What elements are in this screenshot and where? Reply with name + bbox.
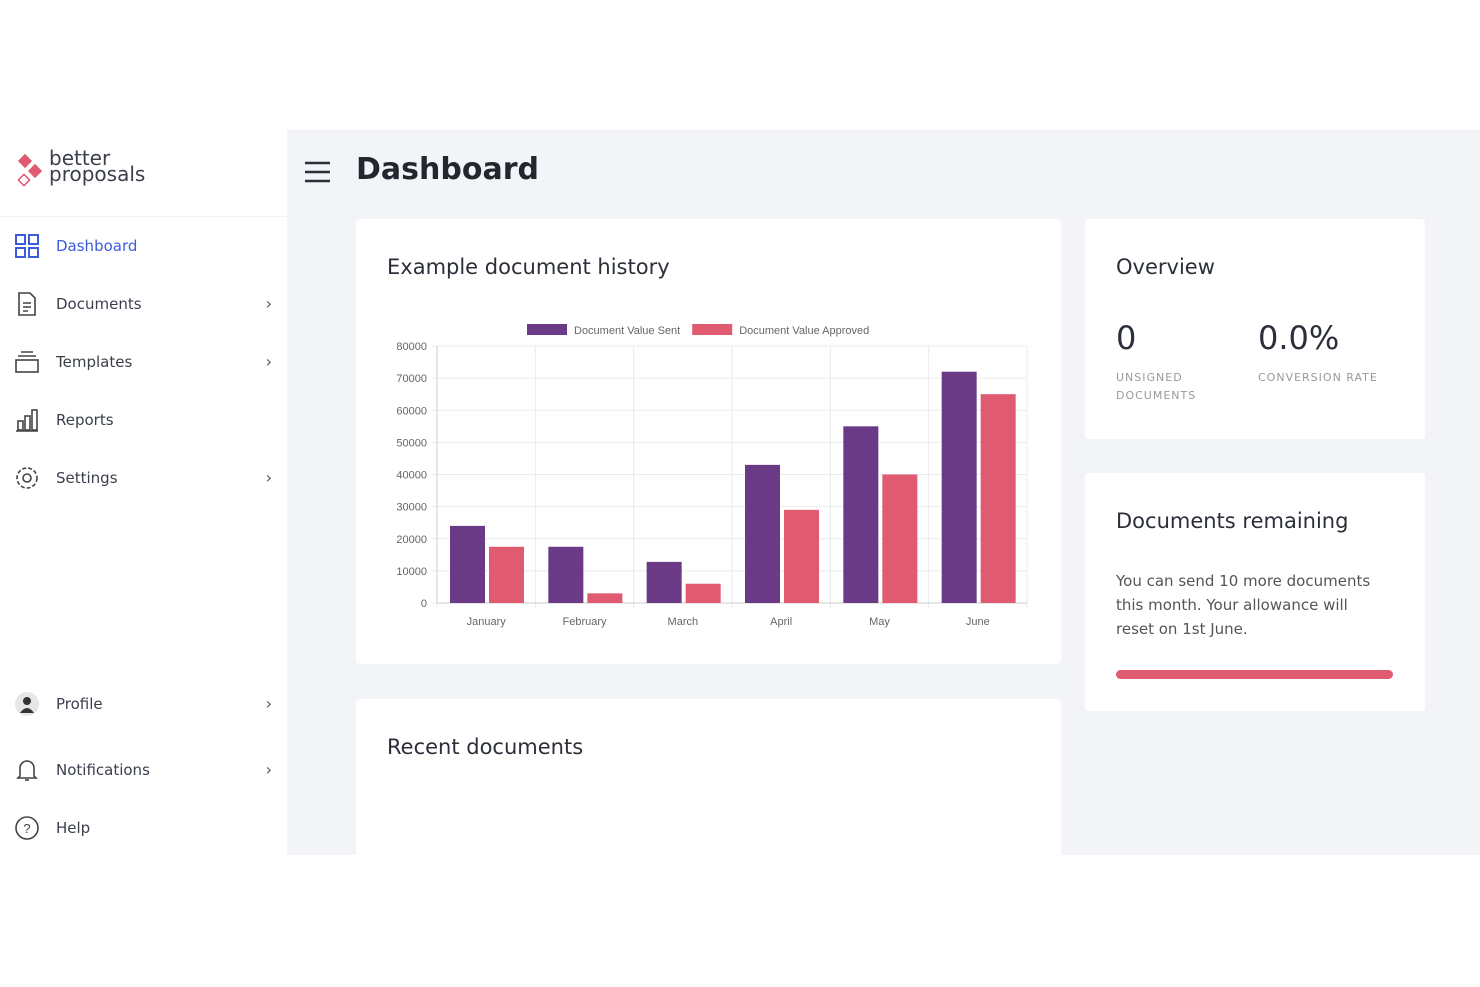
x-tick-label: May — [869, 616, 890, 628]
chart: 0 10000 20000 30000 40000 50000 60000 70000 8000… — [396, 324, 1028, 628]
remaining-text: You can send 10 more documents this mont… — [1116, 569, 1370, 641]
chevron: › — [265, 352, 272, 371]
menu-button[interactable] — [304, 160, 332, 184]
y-tick-label: 70000 — [396, 373, 427, 385]
bar — [450, 525, 486, 603]
bar — [941, 371, 977, 603]
y-tick-label: 30000 — [396, 502, 427, 514]
x-tick-label: April — [770, 616, 792, 628]
stat-value: 0 — [1116, 319, 1137, 357]
card-title: Example document history — [387, 255, 670, 279]
overview-card: Overview 0 UNSIGNED DOCUMENTS 0.0% CONVE… — [1085, 219, 1425, 439]
y-tick-label: 0 — [421, 598, 427, 610]
logo-text: better proposals — [49, 146, 146, 186]
icon — [18, 292, 36, 316]
nav-label: Profile — [56, 695, 103, 713]
bar — [882, 474, 918, 603]
divider — [0, 216, 287, 217]
nav-item[interactable]: Notifications › — [14, 755, 276, 785]
nav-item[interactable]: Templates › — [14, 347, 276, 377]
icon: ? — [15, 816, 39, 840]
text-line: You can send 10 more documents — [1116, 572, 1371, 590]
x-tick-label: January — [467, 616, 507, 628]
bar — [646, 561, 682, 603]
progress-bar — [1116, 670, 1393, 679]
nav-label: Reports — [56, 411, 114, 429]
stat-label: UNSIGNED DOCUMENTS — [1116, 369, 1196, 405]
stat-label: CONVERSION RATE — [1258, 371, 1378, 384]
nav-label: Documents — [56, 295, 142, 313]
card-title: Documents remaining — [1116, 509, 1349, 533]
stat-label-line: UNSIGNED — [1116, 371, 1183, 384]
chart-card: Example document history 0 10000 20000 3000… — [356, 219, 1061, 664]
chevron: › — [265, 468, 272, 487]
svg-text:?: ? — [23, 821, 30, 836]
nav-item[interactable]: Documents › — [14, 289, 276, 319]
bar — [784, 509, 820, 603]
icon — [16, 409, 38, 432]
icon — [15, 351, 39, 373]
page-title: Dashboard — [356, 152, 539, 187]
x-tick-label: June — [966, 616, 990, 628]
card-title: Overview — [1116, 255, 1215, 279]
y-tick-label: 20000 — [396, 534, 427, 546]
nav-label: Templates — [56, 353, 133, 371]
logo-line: proposals — [49, 162, 146, 186]
sidebar: better proposals Dashboard Documents › Te… — [0, 130, 287, 855]
y-tick-label: 80000 — [396, 341, 427, 353]
icon — [15, 692, 39, 716]
nav-item[interactable]: Settings › — [14, 463, 276, 493]
nav-item[interactable]: ? Help — [14, 813, 276, 843]
stat-value: 0.0% — [1258, 319, 1340, 357]
logo-icon — [17, 153, 43, 187]
recent-card: Recent documents — [356, 699, 1061, 855]
chevron: › — [265, 694, 272, 713]
bar — [587, 593, 623, 603]
card-title: Recent documents — [387, 735, 584, 759]
bar — [843, 426, 879, 603]
bar — [685, 583, 721, 603]
legend-swatch — [692, 324, 733, 335]
chevron: › — [265, 294, 272, 313]
text-line: this month. Your allowance will — [1116, 596, 1348, 614]
nav-label: Help — [56, 819, 91, 837]
bar — [980, 394, 1016, 603]
nav-label: Dashboard — [56, 237, 138, 255]
y-tick-label: 60000 — [396, 405, 427, 417]
remaining-card: Documents remaining You can send 10 more… — [1085, 473, 1425, 711]
nav-item[interactable]: Dashboard — [14, 231, 276, 261]
chevron: › — [265, 760, 272, 779]
y-tick-label: 40000 — [396, 470, 427, 482]
bar — [548, 546, 584, 603]
stat-label-line: DOCUMENTS — [1116, 389, 1197, 402]
x-tick-label: March — [668, 616, 699, 628]
nav-item[interactable]: Profile › — [14, 689, 276, 719]
icon — [16, 760, 38, 781]
y-tick-label: 10000 — [396, 566, 427, 578]
legend-swatch — [527, 324, 567, 335]
x-tick-label: February — [562, 616, 607, 628]
nav-item[interactable]: Reports — [14, 405, 276, 435]
nav-label: Notifications — [56, 761, 150, 779]
nav-label: Settings — [56, 469, 118, 487]
text-line: reset on 1st June. — [1116, 620, 1248, 638]
app: better proposals Dashboard Documents › Te… — [0, 130, 1480, 855]
y-tick-label: 50000 — [396, 437, 427, 449]
legend-label: Document Value Approved — [739, 325, 869, 337]
bar — [745, 464, 781, 603]
legend-label: Document Value Sent — [574, 325, 680, 337]
icon — [15, 234, 39, 258]
logo-line: better — [49, 146, 111, 170]
bar — [489, 546, 525, 603]
icon — [16, 467, 38, 489]
